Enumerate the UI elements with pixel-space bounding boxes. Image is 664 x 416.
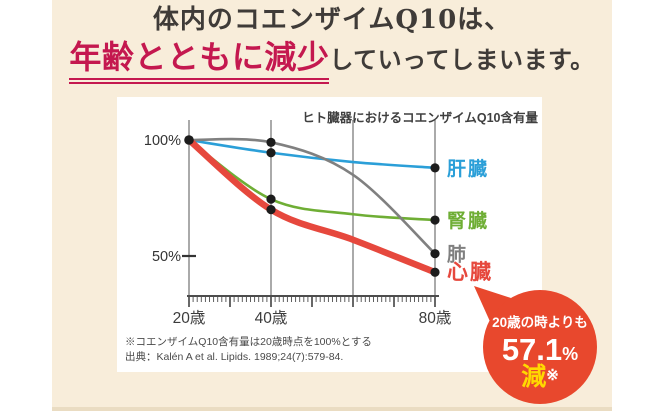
badge-value: 57.1% xyxy=(502,332,578,367)
series-line-肺 xyxy=(187,137,437,255)
series-line-心臓 xyxy=(185,136,439,276)
chart-title: ヒト臓器におけるコエンザイムQ10含有量 xyxy=(302,110,538,125)
data-dot-腎臓 xyxy=(266,194,276,204)
y-tick-label: 100% xyxy=(144,133,181,149)
cream-section: 体内のコエンザイムQ10は、 年齢とともに減少していってしまいます。 20歳 40… xyxy=(52,0,612,411)
coq10-line-chart: 20歳 40歳 80歳 100% 50% ヒト臓器におけるコエンザイムQ10含有量肝臓腎臓… xyxy=(125,110,538,363)
chart-panel: 20歳 40歳 80歳 100% 50% ヒト臓器におけるコエンザイムQ10含有量肝臓腎臓… xyxy=(117,97,542,372)
series-label-肝臓: 肝臓 xyxy=(447,158,489,180)
data-dot-心臓 xyxy=(266,205,276,215)
heading-line-2: 年齢とともに減少していってしまいます。 xyxy=(52,37,612,84)
series-label-心臓: 心臓 xyxy=(447,261,493,284)
heading-rest: していってしまいます。 xyxy=(329,44,595,74)
data-dot-肝臓 xyxy=(430,163,440,173)
heading-emphasis: 年齢とともに減少 xyxy=(69,37,330,84)
data-dot-肺 xyxy=(266,137,276,147)
data-dot-肺 xyxy=(430,249,440,259)
chart-footnote-2: 出典：Kalén A et al. Lipids. 1989;24(7):579… xyxy=(125,350,343,363)
x-tick-label: 40歳 xyxy=(255,309,288,327)
start-dot xyxy=(184,135,194,145)
badge-word: 減※ xyxy=(521,363,559,391)
series-line-腎臓 xyxy=(187,138,437,222)
badge-circle xyxy=(483,290,597,404)
reduction-badge: 20歳の時よりも 57.1% 減※ xyxy=(465,278,615,411)
x-tick-label: 80歳 xyxy=(419,309,452,327)
series-label-肺: 肺 xyxy=(447,244,468,266)
x-tick-label: 20歳 xyxy=(173,309,206,327)
heading-line-1: 体内のコエンザイムQ10は、 xyxy=(152,5,512,35)
data-dot-腎臓 xyxy=(430,215,440,225)
data-dot-肝臓 xyxy=(266,148,276,158)
badge-tail xyxy=(474,286,511,326)
chart-footnote-1: ※コエンザイムQ10含有量は20歳時点を100%とする xyxy=(125,335,372,348)
badge-line1: 20歳の時よりも xyxy=(492,314,588,330)
series-line-肝臓 xyxy=(187,138,437,170)
series-label-腎臓: 腎臓 xyxy=(447,210,489,232)
data-dot-心臓 xyxy=(430,267,440,277)
y-tick-label: 50% xyxy=(152,249,181,265)
page-title: 体内のコエンザイムQ10は、 年齢とともに減少していってしまいます。 xyxy=(52,4,612,84)
